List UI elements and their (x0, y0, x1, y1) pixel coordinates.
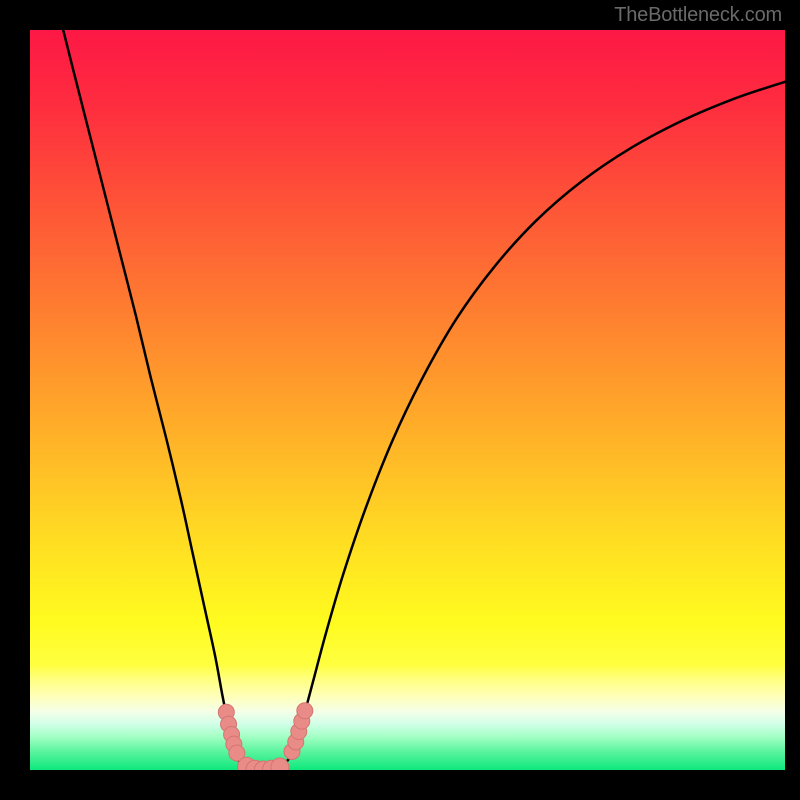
marker-right-cluster (297, 703, 313, 719)
plot-area (30, 30, 785, 770)
bottleneck-chart (30, 30, 785, 770)
gradient-background (30, 30, 785, 770)
watermark-text: TheBottleneck.com (614, 4, 782, 27)
